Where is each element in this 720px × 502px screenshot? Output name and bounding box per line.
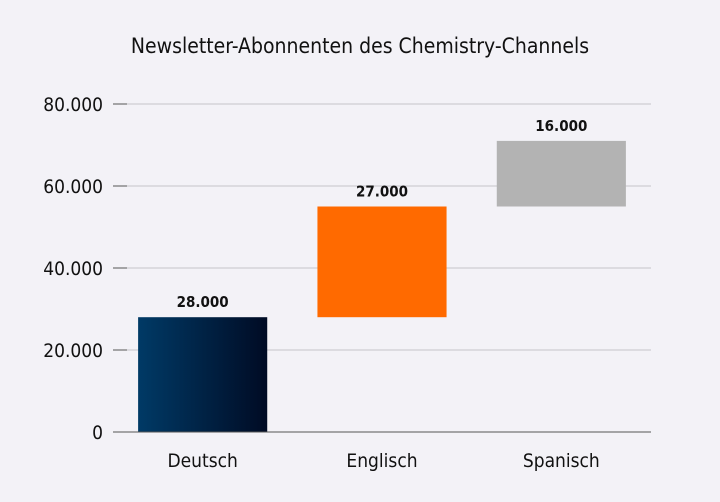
y-tick-label: 80.000: [43, 94, 103, 116]
y-axis-ticks: 0 20.000 40.000 60.000 80.000: [43, 94, 127, 444]
chart-title: Newsletter-Abonnenten des Chemistry-Chan…: [131, 34, 589, 58]
labels: 28.000 Deutsch 27.000 Englisch 16.000 Spanisc…: [167, 117, 599, 472]
y-tick-label: 20.000: [43, 340, 103, 362]
bar-deutsch: [138, 317, 268, 432]
category-label: Englisch: [346, 450, 417, 472]
data-label: 16.000: [535, 117, 587, 135]
y-tick-label: 60.000: [43, 176, 103, 198]
y-tick-label: 40.000: [43, 258, 103, 280]
data-label: 27.000: [356, 183, 408, 201]
bar-englisch: [317, 206, 447, 318]
y-tick-label: 0: [92, 422, 103, 444]
category-label: Deutsch: [167, 450, 237, 472]
bar-spanisch: [496, 140, 626, 207]
grid-lines: [127, 103, 651, 351]
bars: [138, 140, 626, 432]
category-label: Spanisch: [523, 450, 600, 472]
data-label: 28.000: [177, 293, 229, 311]
